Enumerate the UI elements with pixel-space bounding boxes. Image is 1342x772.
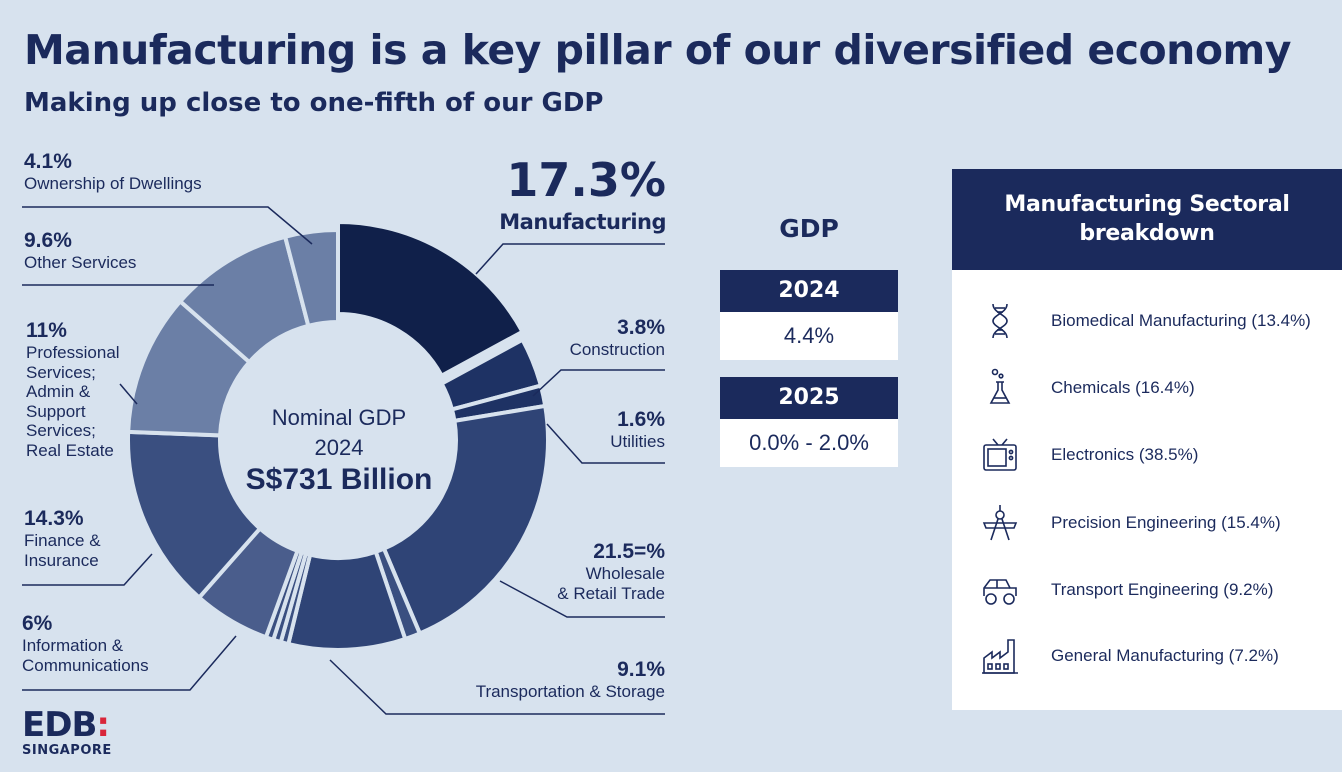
label-professional-name-2: Services; (26, 362, 96, 382)
label-wholesale: 21.5=% Wholesale & Retail Trade (500, 540, 665, 603)
label-info-name-1: Information & (22, 636, 124, 656)
label-dwellings-pct: 4.1% (24, 150, 72, 173)
sectoral-breakdown-title: Manufacturing Sectoral breakdown (952, 169, 1342, 270)
leader-manufacturing (475, 243, 665, 275)
sector-label: Biomedical Manufacturing (13.4%) (1051, 311, 1311, 330)
center-year: 2024 (314, 435, 364, 460)
leader-transport (329, 659, 665, 715)
gdp-value: 4.4% (720, 312, 898, 360)
logo-text: EDB (22, 705, 97, 745)
label-transport-name: Transportation & Storage (475, 682, 665, 702)
factory-icon (982, 639, 1018, 674)
center-label: Nominal GDP (271, 405, 407, 430)
tv-icon (983, 438, 1017, 471)
leader-finance (22, 553, 153, 586)
label-construction-pct: 3.8% (617, 316, 665, 339)
label-professional-name-5: Services; (26, 421, 96, 441)
label-professional-name-6: Real Estate (26, 440, 114, 460)
label-manufacturing-name: Manufacturing (499, 210, 666, 234)
label-professional-name-3: Admin & (26, 382, 91, 402)
sector-label: Transport Engineering (9.2%) (1051, 580, 1274, 599)
label-finance-pct: 14.3% (24, 507, 84, 530)
sector-label: General Manufacturing (7.2%) (1051, 646, 1279, 665)
leader-construction (532, 369, 665, 397)
edb-logo: EDB: SINGAPORE (22, 708, 112, 758)
sector-item: General Manufacturing (7.2%) (952, 631, 1342, 681)
label-utilities-name: Utilities (610, 432, 665, 452)
label-other-pct: 9.6% (24, 229, 72, 252)
label-construction: 3.8% Construction (500, 316, 665, 360)
label-construction-name: Construction (569, 340, 665, 360)
gdp-year: 2024 (720, 270, 898, 312)
label-wholesale-name-1: Wholesale (585, 564, 665, 584)
label-wholesale-name-2: & Retail Trade (557, 583, 665, 603)
sector-item: Biomedical Manufacturing (13.4%) (952, 296, 1342, 346)
donut-center: Nominal GDP 2024 S$731 Billion (217, 405, 461, 497)
label-info-name-2: Communications (22, 655, 149, 675)
vehicle-icon (983, 579, 1017, 605)
gdp-value: 0.0% - 2.0% (720, 419, 898, 467)
label-professional: 11% Professional Services; Admin & Suppo… (26, 319, 120, 460)
label-professional-name-4: Support (26, 401, 86, 421)
leader-wholesale (499, 580, 665, 618)
label-utilities-pct: 1.6% (617, 408, 665, 431)
label-dwellings: 4.1% Ownership of Dwellings (24, 150, 202, 194)
sectoral-breakdown-panel: Manufacturing Sectoral breakdown Biomedi… (952, 169, 1342, 710)
gdp-heading: GDP (779, 214, 839, 243)
compass-icon (982, 505, 1018, 541)
sectoral-title-line-1: Manufacturing Sectoral (1004, 191, 1290, 217)
sector-item: Precision Engineering (15.4%) (952, 498, 1342, 548)
logo-dots: : (96, 705, 110, 745)
gdp-row-2024: 2024 4.4% (720, 270, 898, 360)
donut-slice-ownership-of-dwellings (282, 227, 340, 329)
gdp-row-2025: 2025 0.0% - 2.0% (720, 377, 898, 467)
label-professional-name-1: Professional (26, 343, 120, 363)
donut-slice-manufacturing (336, 219, 526, 379)
label-professional-pct: 11% (26, 319, 67, 342)
donut-slice-wholesale-retail-trade (381, 403, 550, 637)
label-finance-name-2: Insurance (24, 550, 99, 570)
sectoral-title-line-2: breakdown (1079, 220, 1215, 246)
leader-info (22, 635, 237, 691)
label-wholesale-pct: 21.5=% (593, 540, 665, 563)
leader-dwellings (22, 206, 313, 245)
sector-label: Chemicals (16.4%) (1051, 378, 1195, 397)
sector-item: Transport Engineering (9.2%) (952, 565, 1342, 615)
sector-item: Chemicals (16.4%) (952, 363, 1342, 413)
label-transport-pct: 9.1% (617, 658, 665, 681)
label-other: 9.6% Other Services (24, 229, 136, 273)
leader-professional (119, 383, 138, 405)
label-info: 6% Information & Communications (22, 612, 149, 675)
sector-label: Electronics (38.5%) (1051, 445, 1199, 464)
dna-icon (992, 303, 1008, 339)
sector-label: Precision Engineering (15.4%) (1051, 513, 1281, 532)
sector-item: Electronics (38.5%) (952, 430, 1342, 480)
center-value: S$731 Billion (245, 463, 433, 496)
label-transport: 9.1% Transportation & Storage (420, 658, 665, 702)
flask-icon (989, 368, 1011, 404)
label-finance: 14.3% Finance & Insurance (24, 507, 101, 570)
gdp-year: 2025 (720, 377, 898, 419)
page-title: Manufacturing is a key pillar of our div… (24, 26, 1291, 74)
leader-utilities (546, 423, 665, 464)
label-manufacturing-pct: 17.3% (506, 153, 666, 207)
label-finance-name-1: Finance & (24, 531, 101, 551)
page-subtitle: Making up close to one-fifth of our GDP (24, 88, 604, 118)
logo-subtext: SINGAPORE (22, 743, 112, 758)
label-other-name: Other Services (24, 253, 137, 273)
label-dwellings-name: Ownership of Dwellings (24, 174, 202, 194)
label-info-pct: 6% (22, 612, 53, 635)
label-utilities: 1.6% Utilities (540, 408, 665, 452)
